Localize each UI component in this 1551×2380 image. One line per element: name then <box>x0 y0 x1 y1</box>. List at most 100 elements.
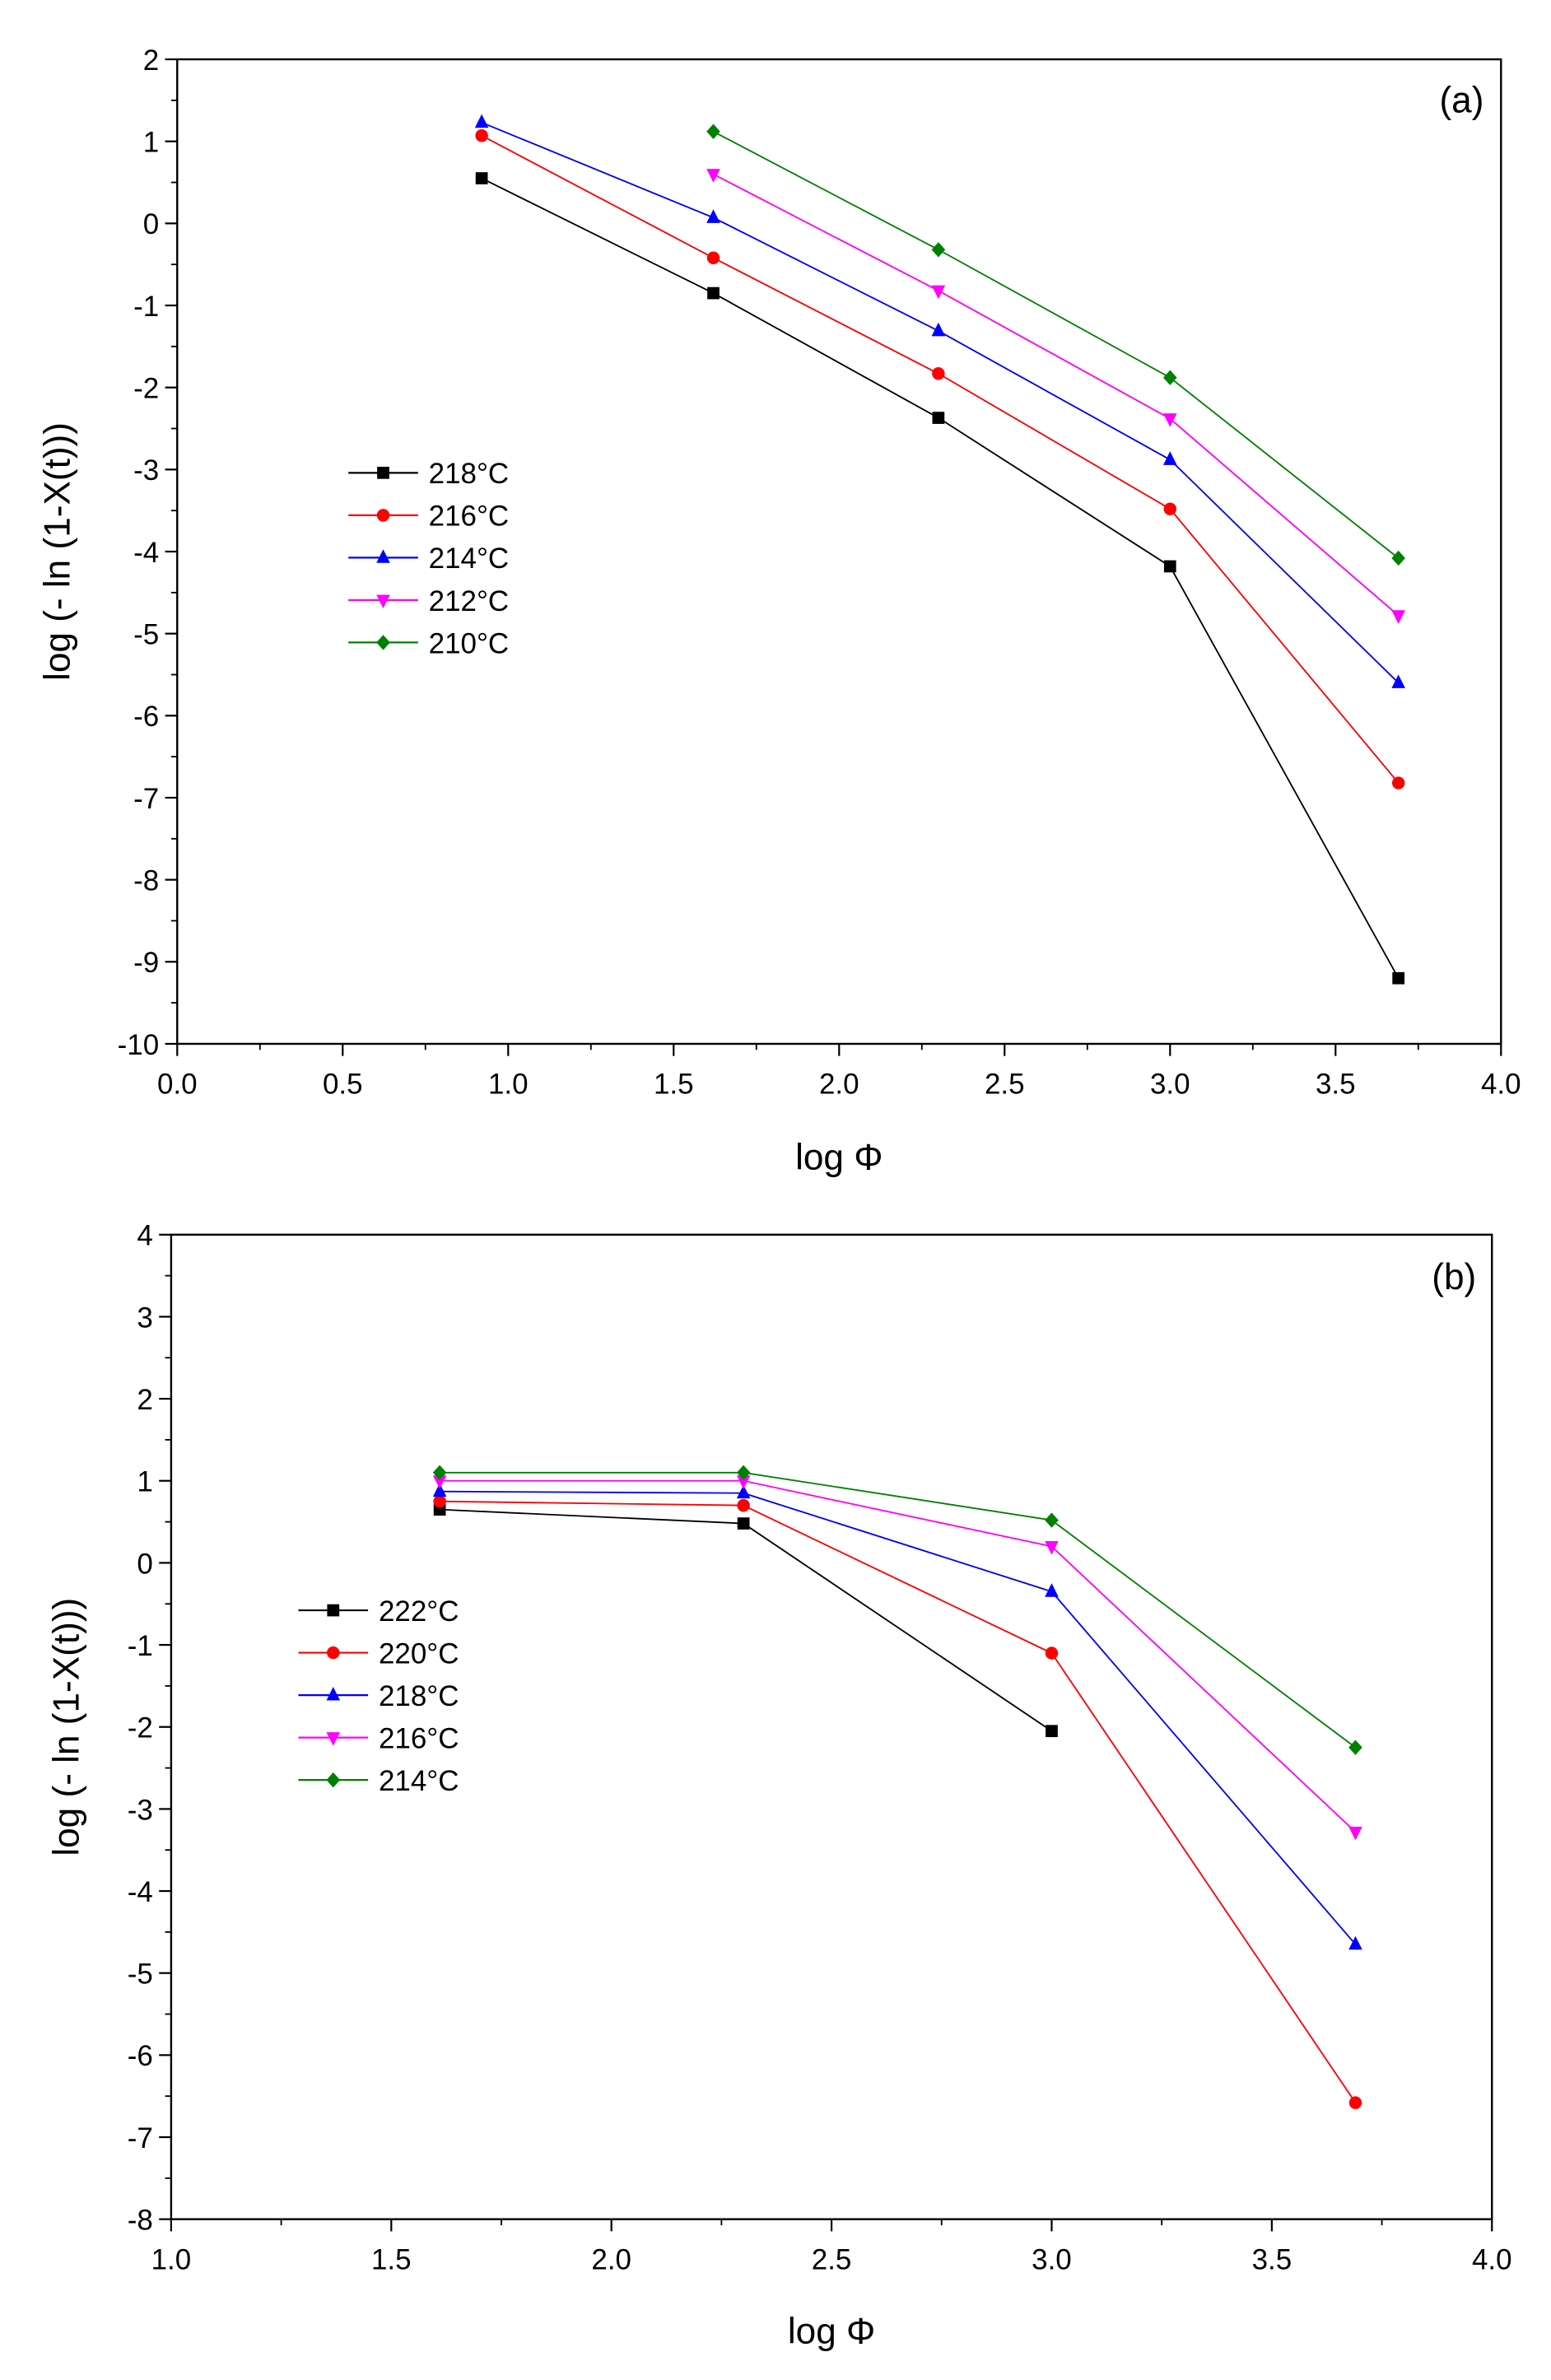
data-point <box>736 1484 751 1499</box>
data-point <box>474 114 489 128</box>
series-220C <box>433 1494 1362 2109</box>
series-212C <box>706 169 1405 624</box>
series-line <box>440 1479 1357 1833</box>
data-point <box>1163 451 1177 465</box>
series-216C <box>432 1475 1362 1841</box>
legend-label: 214°C <box>379 1765 459 1797</box>
y-tick-label: -4 <box>128 1876 153 1908</box>
data-point <box>932 412 945 424</box>
legend-marker <box>326 1686 341 1701</box>
data-point <box>1348 1740 1362 1755</box>
legend-marker <box>326 1732 341 1746</box>
data-point <box>932 367 945 380</box>
legend-item: 218°C <box>298 1680 459 1712</box>
x-tick-label: 4.0 <box>1472 2243 1512 2275</box>
data-point <box>1046 1725 1058 1738</box>
series-222C <box>433 1503 1058 1738</box>
y-tick-label: -5 <box>133 619 159 651</box>
series-218C <box>475 172 1405 985</box>
data-point <box>1045 1512 1059 1528</box>
data-point <box>931 322 946 337</box>
y-tick-label: -2 <box>133 373 159 405</box>
y-tick-label: -1 <box>133 291 159 323</box>
y-tick-label: 4 <box>137 1220 152 1252</box>
legend-item: 220°C <box>298 1637 459 1670</box>
x-axis-label: log Φ <box>795 1138 883 1178</box>
data-point <box>1045 1541 1059 1555</box>
legend-item: 216°C <box>348 501 509 533</box>
series-line <box>440 1471 1357 1749</box>
data-point <box>432 1483 447 1497</box>
x-axis-label: log Φ <box>788 2312 875 2352</box>
panel-label: (b) <box>1432 1257 1476 1297</box>
y-tick-label: -4 <box>133 537 159 569</box>
series-line <box>481 121 1400 684</box>
legend-label: 216°C <box>379 1722 459 1754</box>
data-point <box>1163 560 1176 573</box>
legend-marker <box>376 509 390 522</box>
series-line <box>713 130 1400 559</box>
legend-label: 222°C <box>379 1595 459 1628</box>
data-point <box>706 169 720 183</box>
legend-marker <box>327 1604 340 1617</box>
y-axis-label: log (- ln (1-X(t))) <box>38 422 78 681</box>
x-tick-label: 3.5 <box>1316 1069 1356 1101</box>
x-tick-label: 4.0 <box>1481 1069 1521 1101</box>
x-tick-label: 3.5 <box>1252 2243 1292 2275</box>
data-point <box>1163 413 1177 427</box>
data-point <box>475 172 488 184</box>
y-tick-label: -1 <box>128 1630 153 1662</box>
data-point <box>706 209 720 223</box>
y-tick-label: 0 <box>137 1548 152 1580</box>
x-tick-label: 2.0 <box>819 1069 859 1101</box>
chart-panel-a: 0.0 0.5 1.0 1.5 2.0 2.5 3.0 3.5 4.0 2 1 0 -1 -2 -3 -4 -5… <box>38 44 1521 1178</box>
data-point <box>432 1465 447 1480</box>
data-point <box>707 286 720 300</box>
data-point <box>1348 1826 1362 1841</box>
y-tick-label: -9 <box>133 947 159 979</box>
legend-item: 214°C <box>348 543 509 575</box>
y-axis-label: log (- ln (1-X(t))) <box>47 1598 87 1856</box>
plot-frame <box>176 58 1502 1046</box>
y-tick-label: -10 <box>118 1029 160 1061</box>
data-point <box>1045 1646 1059 1660</box>
x-tick-label: 1.0 <box>488 1069 529 1101</box>
y-tick-label: -6 <box>133 701 159 733</box>
series-line <box>440 1500 1357 2103</box>
legend-item: 218°C <box>348 458 509 490</box>
y-tick-label: 3 <box>137 1302 152 1334</box>
data-point <box>1163 502 1177 515</box>
data-point <box>1163 370 1177 385</box>
y-tick-label: -6 <box>128 2040 153 2072</box>
series-218C <box>432 1483 1362 1950</box>
y-tick-label: -3 <box>128 1794 153 1826</box>
legend-label: 216°C <box>429 501 510 533</box>
x-tick-label: 2.5 <box>812 2243 852 2275</box>
panel-label: (a) <box>1439 80 1483 120</box>
data-point <box>706 123 720 139</box>
legend-marker <box>377 466 389 479</box>
data-point <box>1391 674 1405 688</box>
data-point <box>1348 2096 1362 2109</box>
x-tick-label: 2.0 <box>591 2243 631 2275</box>
legend-item: 222°C <box>298 1595 459 1628</box>
data-point <box>736 1465 751 1480</box>
legend-label: 210°C <box>429 627 510 659</box>
legend-marker <box>327 1646 340 1660</box>
y-tick-label: 1 <box>137 1466 152 1498</box>
y-tick-label: 2 <box>143 44 159 77</box>
x-tick-label: 3.0 <box>1032 2243 1072 2275</box>
x-tick-label: 1.5 <box>371 2243 412 2275</box>
y-tick-label: -7 <box>128 2122 153 2154</box>
x-tick-label: 1.5 <box>654 1069 694 1101</box>
chart-panel-b: 1.0 1.5 2.0 2.5 3.0 3.5 4.0 4 3 2 1 0 -1 -2 -3 -4 -5 -6 -7… <box>47 1220 1512 2352</box>
series-line <box>481 134 1400 784</box>
data-point <box>706 251 720 264</box>
x-tick-label: 3.0 <box>1150 1069 1190 1101</box>
series-210C <box>706 123 1405 566</box>
y-tick-label: 2 <box>137 1384 152 1416</box>
data-point <box>737 1517 750 1530</box>
data-point <box>1391 610 1405 624</box>
data-point <box>931 242 946 258</box>
x-tick-label: 0.5 <box>323 1069 363 1101</box>
